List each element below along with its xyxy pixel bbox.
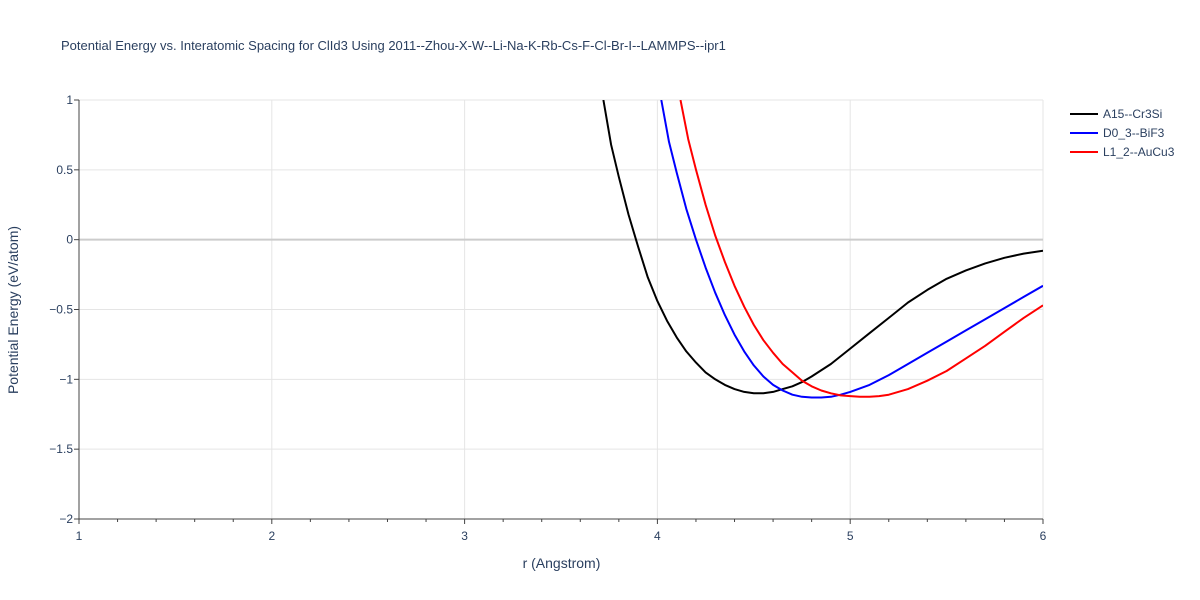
y-tick-label: 0.5	[56, 163, 73, 177]
x-tick-label: 6	[1040, 529, 1047, 543]
y-tick-labels: −2 −1.5 −1 −0.5 0 0.5 1	[49, 93, 73, 526]
x-tick-label: 4	[654, 529, 661, 543]
y-tick-label: 0	[66, 233, 73, 247]
x-tick-label: 2	[268, 529, 275, 543]
y-tick-label: −2	[59, 512, 73, 526]
x-axis-title: r (Angstrom)	[523, 555, 601, 571]
series-line-l1-2-aucu3	[679, 100, 1043, 398]
chart-title: Potential Energy vs. Interatomic Spacing…	[61, 38, 726, 53]
x-tick-label: 1	[76, 529, 83, 543]
y-axis-title: Potential Energy (eV/atom)	[5, 226, 21, 394]
series-line-d0-3-bif3	[660, 100, 1043, 399]
y-tick-label: −1	[59, 372, 73, 386]
x-tick-labels: 1 2 3 4 5 6	[76, 529, 1047, 543]
legend: A15--Cr3Si D0_3--BiF3 L1_2--AuCu3	[1070, 107, 1175, 159]
legend-label: A15--Cr3Si	[1103, 107, 1162, 121]
series-line-a15-cr3si	[602, 100, 1043, 395]
legend-label: L1_2--AuCu3	[1103, 145, 1175, 159]
y-tick-label: 1	[66, 93, 73, 107]
axes	[74, 99, 1044, 524]
x-tick-label: 5	[847, 529, 854, 543]
y-tick-label: −0.5	[49, 303, 73, 317]
legend-label: D0_3--BiF3	[1103, 126, 1165, 140]
y-tick-label: −1.5	[49, 442, 73, 456]
series-layer	[602, 100, 1043, 399]
x-tick-label: 3	[461, 529, 468, 543]
